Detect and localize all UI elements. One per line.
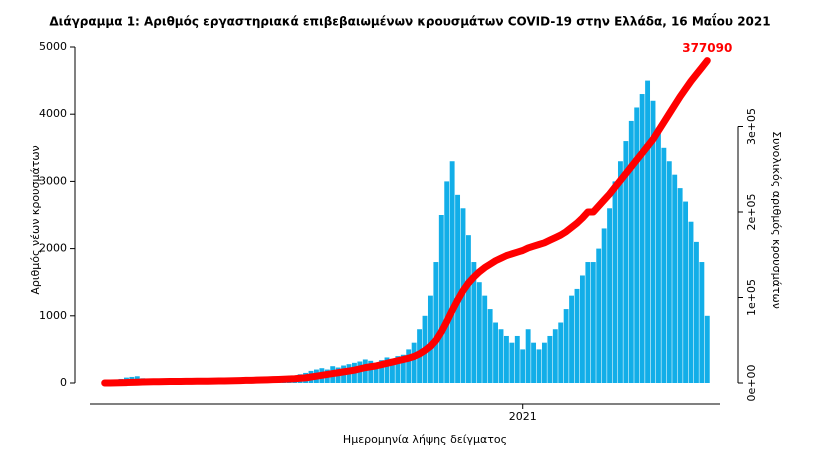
end-value-label: 377090	[682, 41, 732, 55]
bar	[569, 296, 574, 383]
y2-tick-label: 1e+05	[745, 279, 758, 316]
bar	[444, 181, 449, 383]
bar	[645, 81, 650, 383]
y-axis-label: Αριθμός νέων κρουσμάτων	[29, 145, 42, 294]
bar	[520, 349, 525, 383]
y-tick-label: 0	[60, 376, 67, 389]
bar	[466, 235, 471, 383]
bar	[661, 148, 666, 383]
bar	[537, 349, 542, 383]
y-tick-label: 1000	[39, 309, 67, 322]
bar	[499, 329, 504, 383]
bar	[596, 249, 601, 383]
bar	[672, 175, 677, 383]
bar	[455, 195, 460, 383]
y-tick-label: 3000	[39, 174, 67, 187]
bar	[634, 107, 639, 383]
bar	[553, 329, 558, 383]
bar	[439, 215, 444, 383]
y2-tick-label: 2e+05	[745, 194, 758, 231]
bar	[656, 128, 661, 383]
bar	[515, 336, 520, 383]
bar	[580, 275, 585, 383]
bar	[488, 309, 493, 383]
bar	[482, 296, 487, 383]
bar	[591, 262, 596, 383]
bar	[575, 289, 580, 383]
y2-tick-label: 0e+00	[745, 365, 758, 402]
bar	[564, 309, 569, 383]
y-tick-label: 5000	[39, 40, 67, 53]
bar	[412, 343, 417, 383]
x-axis-label: Ημερομηνία λήψης δείγματος	[343, 433, 507, 446]
bar	[493, 323, 498, 383]
bar	[607, 208, 612, 383]
bar	[694, 242, 699, 383]
x-tick-label: 2021	[509, 410, 537, 423]
bar	[705, 316, 710, 383]
bar	[602, 228, 607, 383]
bar	[667, 161, 672, 383]
bar	[618, 161, 623, 383]
bar	[678, 188, 683, 383]
bar	[683, 202, 688, 383]
bar	[504, 336, 509, 383]
bar	[585, 262, 590, 383]
y2-tick-label: 3e+05	[745, 108, 758, 145]
bar	[526, 329, 531, 383]
bar	[433, 262, 438, 383]
bar	[509, 343, 514, 383]
y2-axis-label: Συνολικός αριθμός κρουσμάτων	[770, 131, 783, 309]
y-tick-label: 4000	[39, 107, 67, 120]
bar	[689, 222, 694, 383]
bar	[477, 282, 482, 383]
bar	[699, 262, 704, 383]
bar	[613, 181, 618, 383]
bar	[640, 94, 645, 383]
bar	[531, 343, 536, 383]
bar	[450, 161, 455, 383]
chart-title: Διάγραμμα 1: Αριθμός εργαστηριακά επιβεβ…	[49, 13, 770, 29]
bar	[547, 336, 552, 383]
bar	[542, 343, 547, 383]
bar	[558, 323, 563, 383]
y-tick-label: 2000	[39, 242, 67, 255]
